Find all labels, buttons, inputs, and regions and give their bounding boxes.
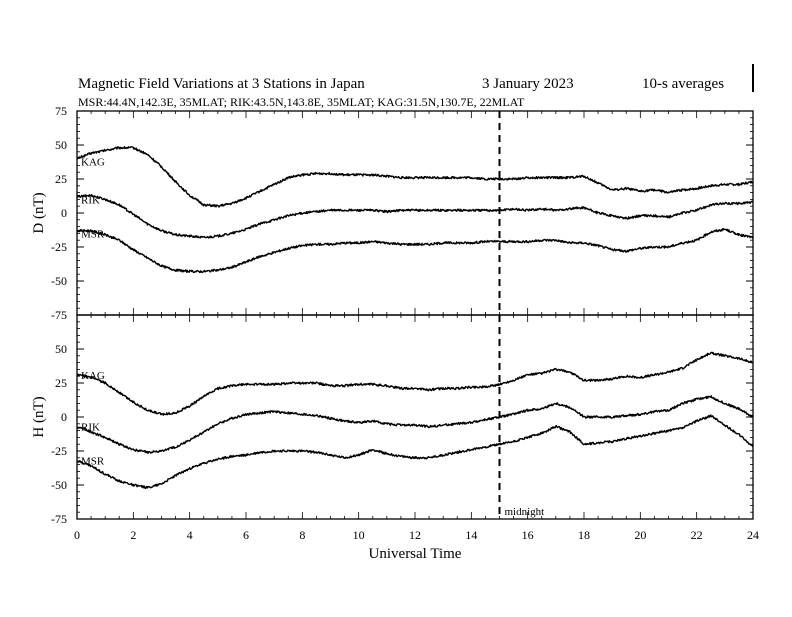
x-tick-label: 8 [299,528,305,542]
x-tick-label: 6 [243,528,249,542]
panel-frame [76,314,754,520]
x-tick-label: 22 [691,528,703,542]
chart-averaging: 10-s averages [642,76,724,92]
series-h-rik [76,395,754,454]
y-tick-label: 0 [61,206,67,220]
y-tick-label: -75 [51,308,67,322]
panels-group: 75 50 25 0 -25 -50 -75 D (nT) KAG RIK MSR 50 25 0 -25 -… [31,104,759,562]
series-label-msr: MSR [81,228,105,240]
x-tick-label: 10 [353,528,365,542]
y-axis-label: H (nT) [31,396,47,437]
series-label-rik: RIK [81,422,100,434]
series-label-kag: KAG [81,370,105,382]
x-tick-label: 18 [578,528,590,542]
y-tick-label: 25 [55,376,67,390]
chart-title: Magnetic Field Variations at 3 Stations … [78,76,365,92]
series-h-kag [76,351,754,416]
y-axis-label: D (nT) [31,192,47,233]
series-d-msr [76,227,754,274]
y-tick-label: 25 [55,172,67,186]
series-d-rik [76,193,754,239]
x-tick-label: 14 [465,528,477,542]
midnight-label: midnight [505,506,545,518]
y-tick-label: 0 [61,410,67,424]
x-tick-label: 4 [187,528,193,542]
x-tick-label: 0 [74,528,80,542]
y-tick-label: 50 [55,342,67,356]
x-tick-label: 24 [747,528,759,542]
x-axis-label: Universal Time [369,546,462,562]
x-tick-label: 20 [634,528,646,542]
series-label-kag: KAG [81,156,105,168]
panel-d: 75 50 25 0 -25 -50 -75 D (nT) KAG RIK MSR [31,104,754,322]
y-tick-label: -50 [51,478,67,492]
panel-frame [76,110,754,316]
y-tick-label: -75 [51,512,67,526]
x-tick-label: 2 [130,528,136,542]
x-tick-label: 12 [409,528,421,542]
y-tick-label: -50 [51,274,67,288]
series-label-rik: RIK [81,194,100,206]
series-h-msr [76,414,754,490]
y-tick-label: -25 [51,240,67,254]
x-tick-label: 16 [522,528,534,542]
series-label-msr: MSR [81,456,105,468]
series-d-kag [76,145,754,208]
station-info: MSR:44.4N,142.3E, 35MLAT; RIK:43.5N,143.… [78,95,525,109]
chart-date: 3 January 2023 [482,76,574,92]
y-tick-label: -25 [51,444,67,458]
y-tick-label: 75 [55,104,67,118]
y-tick-label: 50 [55,138,67,152]
